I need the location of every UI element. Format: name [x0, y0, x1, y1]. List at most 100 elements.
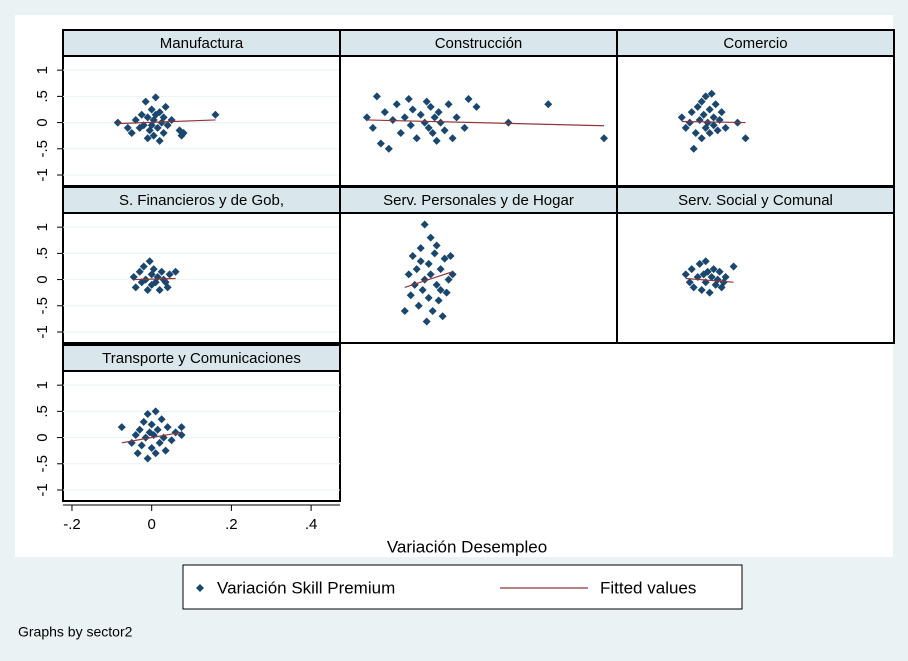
panel-title: Serv. Personales y de Hogar	[383, 192, 574, 209]
scatter-point	[117, 423, 126, 432]
scatter-point	[159, 129, 168, 138]
scatter-point	[127, 129, 136, 138]
scatter-point	[408, 251, 417, 260]
fit-line	[404, 271, 453, 289]
scatter-point	[687, 108, 696, 117]
scatter-point	[153, 425, 162, 434]
scatter-point	[135, 267, 144, 276]
scatter-point	[145, 257, 154, 266]
scatter-point	[171, 267, 180, 276]
panel-header	[616, 186, 895, 214]
scatter-point	[113, 118, 122, 127]
scatter-point	[713, 126, 722, 135]
scatter-point	[163, 423, 172, 432]
y-tick-label: -1	[34, 483, 51, 496]
scatter-point	[408, 105, 417, 114]
scatter-point	[424, 123, 433, 132]
scatter-point	[432, 280, 441, 289]
y-tick-label: .5	[34, 247, 51, 260]
scatter-point	[693, 102, 702, 111]
panel-frame	[339, 212, 618, 344]
scatter-point	[426, 270, 435, 279]
scatter-point	[460, 123, 469, 132]
y-tick-label: -.5	[34, 455, 51, 473]
scatter-point	[446, 251, 455, 260]
scatter-point	[709, 121, 718, 130]
scatter-point	[123, 123, 132, 132]
scatter-point	[703, 118, 712, 127]
scatter-point	[161, 102, 170, 111]
scatter-point	[444, 275, 453, 284]
scatter-point	[436, 265, 445, 274]
scatter-point	[147, 105, 156, 114]
scatter-point	[410, 280, 419, 289]
scatter-point	[372, 92, 381, 101]
x-tick-label: .4	[305, 516, 318, 533]
scatter-point	[179, 129, 188, 138]
scatter-point	[424, 259, 433, 268]
scatter-point	[715, 267, 724, 276]
scatter-point	[689, 283, 698, 292]
scatter-point	[135, 425, 144, 434]
scatter-point	[167, 436, 176, 445]
scatter-point	[436, 286, 445, 295]
scatter-point	[151, 449, 160, 458]
scatter-point	[406, 291, 415, 300]
scatter-point	[689, 144, 698, 153]
legend-label: Variación Skill Premium	[217, 578, 395, 597]
scatter-point	[412, 265, 421, 274]
scatter-point	[691, 129, 700, 138]
scatter-point	[412, 134, 421, 143]
y-tick-label: .5	[34, 90, 51, 103]
scatter-point	[362, 113, 371, 122]
panel-title: Serv. Social y Comunal	[678, 192, 833, 209]
scatter-point	[384, 144, 393, 153]
scatter-point	[139, 262, 148, 271]
scatter-point	[432, 136, 441, 145]
scatter-point	[705, 288, 714, 297]
scatter-point	[414, 301, 423, 310]
scatter-point	[717, 108, 726, 117]
scatter-point	[155, 136, 164, 145]
scatter-point	[131, 115, 140, 124]
scatter-point	[396, 129, 405, 138]
scatter-point	[697, 286, 706, 295]
scatter-point	[695, 259, 704, 268]
y-tick-label: 0	[34, 275, 51, 283]
scatter-point	[153, 123, 162, 132]
scatter-point	[418, 286, 427, 295]
scatter-point	[426, 102, 435, 111]
scatter-point	[163, 121, 172, 130]
fit-line	[366, 119, 605, 127]
scatter-point	[600, 134, 609, 143]
scatter-point	[161, 446, 170, 455]
scatter-point	[677, 113, 686, 122]
y-tick-label: -1	[34, 325, 51, 338]
panel-header	[62, 186, 341, 214]
panel-header	[62, 344, 341, 372]
scatter-point	[709, 113, 718, 122]
scatter-point	[143, 454, 152, 463]
scatter-point	[416, 244, 425, 253]
scatter-point	[440, 254, 449, 263]
scatter-point	[709, 265, 718, 274]
x-tick-label: .2	[225, 516, 238, 533]
scatter-point	[707, 272, 716, 281]
scatter-point	[440, 126, 449, 135]
scatter-point	[741, 134, 750, 143]
panel-title: Transporte y Comunicaciones	[102, 350, 301, 367]
scatter-point	[137, 441, 146, 450]
scatter-point	[416, 110, 425, 119]
legend-label: Fitted values	[600, 578, 696, 597]
scatter-point	[681, 270, 690, 279]
scatter-point	[434, 108, 443, 117]
scatter-point	[701, 92, 710, 101]
scatter-point	[143, 113, 152, 122]
fit-line	[121, 431, 182, 444]
scatter-point	[422, 97, 431, 106]
scatter-point	[681, 123, 690, 132]
scatter-point	[400, 113, 409, 122]
scatter-point	[159, 113, 168, 122]
scatter-point	[430, 113, 439, 122]
